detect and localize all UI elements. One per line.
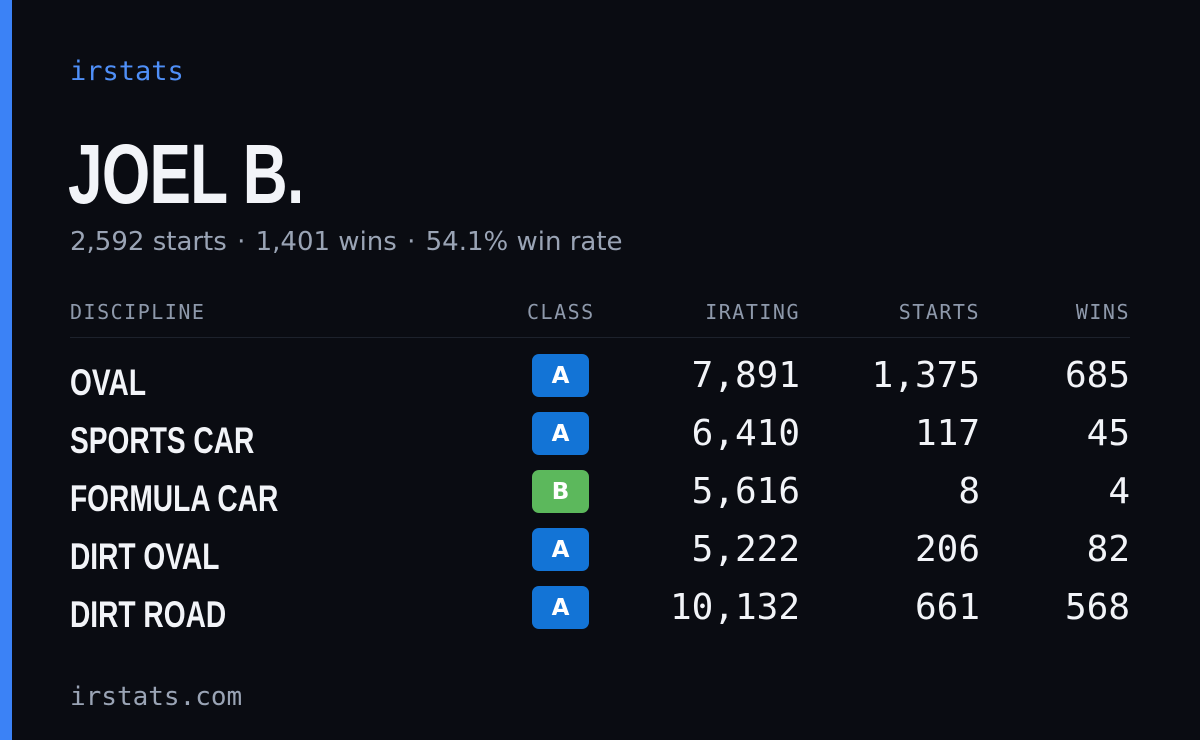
row-irating: 5,616 <box>691 471 800 512</box>
summary-wins: 1,401 wins <box>255 227 397 257</box>
row-starts: 661 <box>914 587 980 628</box>
row-wins: 45 <box>1086 413 1130 454</box>
row-discipline: DIRT ROAD <box>70 594 227 635</box>
row-wins: 4 <box>1108 471 1130 512</box>
row-starts: 8 <box>958 471 980 512</box>
row-starts: 1,375 <box>871 355 980 396</box>
header-starts: STARTS <box>898 300 980 324</box>
header-divider <box>70 337 1130 338</box>
class-badge: A <box>532 528 589 571</box>
summary-starts: 2,592 starts <box>70 227 227 257</box>
row-irating: 5,222 <box>691 529 800 570</box>
row-irating: 7,891 <box>691 355 800 396</box>
row-discipline: DIRT OVAL <box>70 536 220 577</box>
row-starts: 117 <box>914 413 980 454</box>
class-badge: A <box>532 586 589 629</box>
row-discipline: FORMULA CAR <box>70 478 279 519</box>
table-row: OVAL A 7,891 1,375 685 <box>0 354 1200 412</box>
row-starts: 206 <box>914 529 980 570</box>
table-row: FORMULA CAR B 5,616 8 4 <box>0 470 1200 528</box>
row-irating: 6,410 <box>691 413 800 454</box>
row-wins: 685 <box>1064 355 1130 396</box>
brand-logo: irstats <box>70 56 184 87</box>
class-badge: A <box>532 412 589 455</box>
header-irating: IRATING <box>705 300 800 324</box>
header-discipline: DISCIPLINE <box>70 300 206 324</box>
footer-url[interactable]: irstats.com <box>70 682 243 712</box>
header-wins: WINS <box>1075 300 1130 324</box>
table-row: DIRT ROAD A 10,132 661 568 <box>0 586 1200 644</box>
header-class: CLASS <box>527 300 595 324</box>
accent-bar <box>0 0 12 740</box>
summary-separator: · <box>237 227 246 257</box>
summary-win-rate: 54.1% win rate <box>425 227 623 257</box>
row-discipline: SPORTS CAR <box>70 420 255 461</box>
player-name: JOEL B. <box>68 127 304 221</box>
class-badge: A <box>532 354 589 397</box>
player-summary: 2,592 starts · 1,401 wins · 54.1% win ra… <box>70 227 623 257</box>
table-row: DIRT OVAL A 5,222 206 82 <box>0 528 1200 586</box>
class-badge: B <box>532 470 589 513</box>
row-wins: 568 <box>1064 587 1130 628</box>
row-wins: 82 <box>1086 529 1130 570</box>
table-row: SPORTS CAR A 6,410 117 45 <box>0 412 1200 470</box>
row-discipline: OVAL <box>70 362 147 403</box>
summary-separator: · <box>407 227 416 257</box>
row-irating: 10,132 <box>669 587 800 628</box>
